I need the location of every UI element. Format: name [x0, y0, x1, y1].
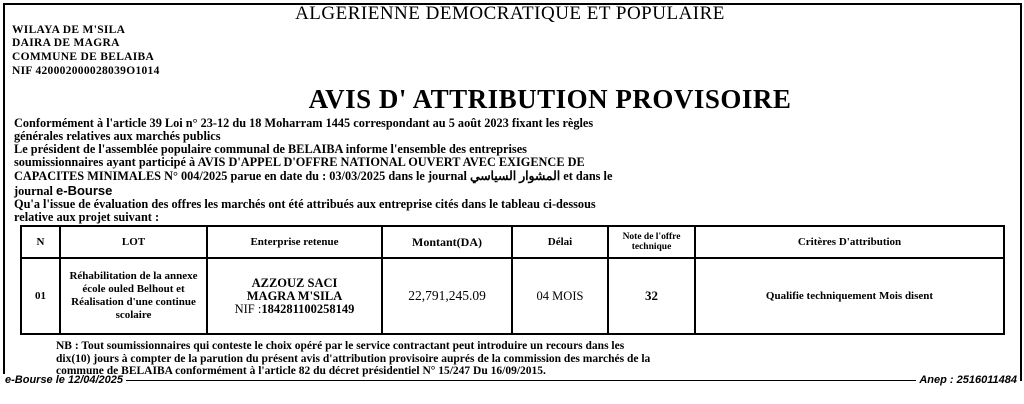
col-amount: Montant(DA): [381, 225, 513, 259]
col-lot: LOT: [59, 225, 208, 259]
col-delay: Délai: [511, 225, 609, 259]
notice-frame: [3, 3, 1022, 381]
nb-note: NB : Tout soumissionnaires qui conteste …: [56, 340, 650, 378]
daira: DAIRA DE MAGRA: [12, 37, 120, 49]
body-line: Qu'a l'issue de évaluation des offres le…: [14, 197, 596, 211]
republic-heading: ALGERIENNE DEMOCRATIQUE ET POPULAIRE: [295, 3, 725, 24]
text: parue en date du : 03/03/2025 dans le jo…: [227, 169, 470, 183]
reference-number: 004/2025: [180, 169, 228, 183]
col-criteria: Critères D'attribution: [694, 225, 1005, 259]
cell-delay: 04 MOIS: [511, 257, 609, 335]
text: et dans le: [560, 169, 613, 183]
arabic-journal: المشوار السياسي: [469, 169, 561, 183]
table-row: 01 Réhabilitation de la annexe école oul…: [20, 257, 1005, 335]
cell-n: 01: [20, 257, 61, 335]
wilaya: WILAYA DE M'SILA: [12, 24, 126, 36]
body-line: soumissionnaires ayant participé à AVIS …: [14, 155, 585, 169]
cell-score: 32: [607, 257, 696, 335]
company-location: MAGRA M'SILA: [246, 288, 343, 303]
company-name: AZZOUZ SACI: [251, 275, 338, 290]
attribution-table: N LOT Enterprise retenue Montant(DA) Dél…: [20, 225, 1005, 335]
nif: NIF 420002000028039O1014: [12, 65, 160, 77]
footer-source-date: e-Bourse le 12/04/2025: [2, 374, 127, 386]
text: journal: [14, 184, 57, 198]
col-tech-score: Note de l'offre technique: [607, 225, 696, 259]
nb-line: commune de BELAIBA conformément à l'arti…: [56, 365, 546, 377]
body-line: relative aux projet suivant :: [14, 210, 160, 224]
cell-company: AZZOUZ SACI MAGRA M'SILA NIF :184281100258…: [206, 257, 383, 335]
cell-lot: Réhabilitation de la annexe école ouled …: [59, 257, 208, 335]
body-line: générales relatives aux marchés publics: [14, 129, 221, 143]
company-nif: NIF :184281100258149: [210, 301, 379, 316]
footer-rule: [3, 380, 1020, 381]
col-n: N: [20, 225, 61, 259]
nif-value: 184281100258149: [261, 301, 355, 316]
body-line: Le président de l'assemblée populaire co…: [14, 142, 527, 156]
notice-title: AVIS D' ATTRIBUTION PROVISOIRE: [308, 84, 792, 114]
nb-line: dix(10) jours à compter de la parution d…: [56, 352, 651, 365]
text: CAPACITES MINIMALES N°: [14, 169, 181, 183]
cell-criteria: Qualifie techniquement Mois disent: [694, 257, 1005, 335]
table-header-row: N LOT Enterprise retenue Montant(DA) Dél…: [20, 225, 1005, 259]
journal-name: e-Bourse: [56, 183, 113, 198]
body-line: CAPACITES MINIMALES N° 004/2025 parue en…: [14, 169, 613, 184]
commune: COMMUNE DE BELAIBA: [12, 51, 155, 63]
nif-label: NIF :: [234, 301, 262, 316]
body-line: journal e-Bourse: [14, 184, 112, 199]
body-line: Conformément à l'article 39 Loi n° 23-12…: [14, 116, 594, 130]
nb-line: NB : Tout soumissionnaires qui conteste …: [56, 340, 625, 352]
footer-anep: Anep : 2516011484: [916, 374, 1020, 386]
col-company: Enterprise retenue: [206, 225, 383, 259]
cell-amount: 22,791,245.09: [381, 257, 513, 335]
